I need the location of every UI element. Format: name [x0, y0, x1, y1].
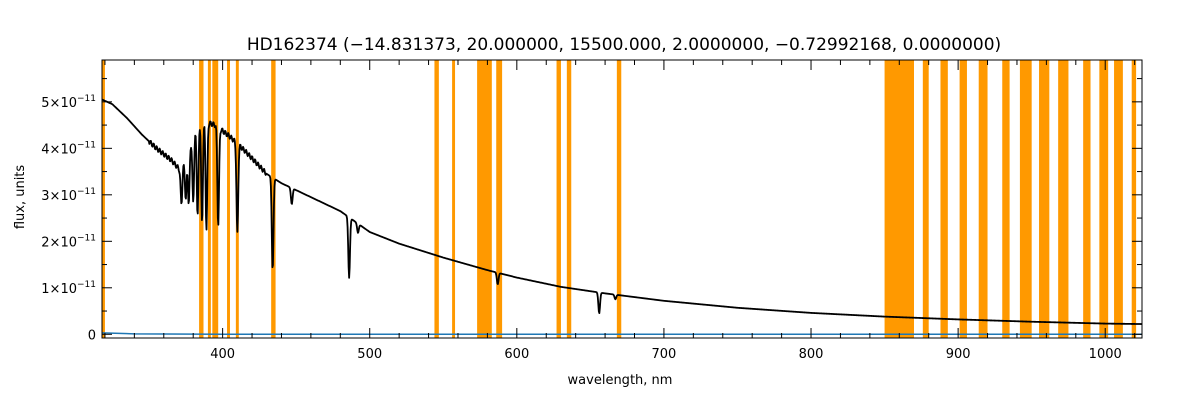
- masked-region-21: [1039, 60, 1050, 338]
- y-tick-label: 5×10−11: [41, 94, 96, 111]
- y-axis-ticks: 0 1×10−11 2×10−11 3×10−11 4×10−11 5×10−11: [41, 78, 1142, 343]
- masked-region-3: [212, 60, 219, 338]
- y-tick-label: 1×10−11: [41, 280, 96, 297]
- x-axis-ticks: 400 500 600 700 800 900 1000: [104, 60, 1136, 362]
- x-tick-label-800: 800: [799, 347, 824, 362]
- masked-region-19: [1002, 60, 1010, 338]
- x-tick-label-900: 900: [946, 347, 971, 362]
- y-tick-label: 2×10−11: [41, 233, 96, 250]
- flux-series-line: [101, 98, 1142, 325]
- x-tick-label-400: 400: [210, 347, 235, 362]
- x-tick-label-600: 600: [504, 347, 529, 362]
- y-axis-label: flux, units: [13, 165, 28, 230]
- x-tick-label-500: 500: [357, 347, 382, 362]
- masked-region-20: [1019, 60, 1032, 338]
- plot-frame: [101, 59, 1143, 339]
- masked-region-17: [959, 60, 967, 338]
- masked-region-4: [227, 60, 230, 338]
- masked-region-11: [556, 60, 561, 338]
- masked-region-7: [434, 60, 439, 338]
- masked-region-24: [1099, 60, 1109, 338]
- x-tick-label-1000: 1000: [1089, 347, 1122, 362]
- y-tick-label: 0: [88, 328, 96, 343]
- masked-region-0: [102, 60, 105, 338]
- masked-region-10: [496, 60, 503, 338]
- masked-region-15: [922, 60, 929, 338]
- x-axis-label: wavelength, nm: [568, 373, 673, 388]
- masked-regions: [102, 60, 1137, 338]
- masked-region-25: [1114, 60, 1123, 338]
- masked-region-12: [566, 60, 572, 338]
- chart-title: HD162374 (−14.831373, 20.000000, 15500.0…: [247, 35, 1001, 55]
- spectrum-series: [101, 98, 1142, 336]
- error-series-line: [101, 332, 1142, 336]
- x-tick-label-700: 700: [652, 347, 677, 362]
- masked-region-18: [978, 60, 988, 338]
- masked-region-26: [1131, 60, 1137, 338]
- y-tick-label: 3×10−11: [41, 187, 96, 204]
- masked-region-23: [1083, 60, 1091, 338]
- masked-region-2: [207, 60, 211, 338]
- masked-region-22: [1058, 60, 1069, 338]
- masked-region-13: [616, 60, 622, 338]
- masked-region-14: [884, 60, 914, 338]
- masked-region-9: [477, 60, 492, 338]
- masked-region-16: [940, 60, 948, 338]
- masked-region-8: [452, 60, 456, 338]
- y-tick-label: 4×10−11: [41, 140, 96, 157]
